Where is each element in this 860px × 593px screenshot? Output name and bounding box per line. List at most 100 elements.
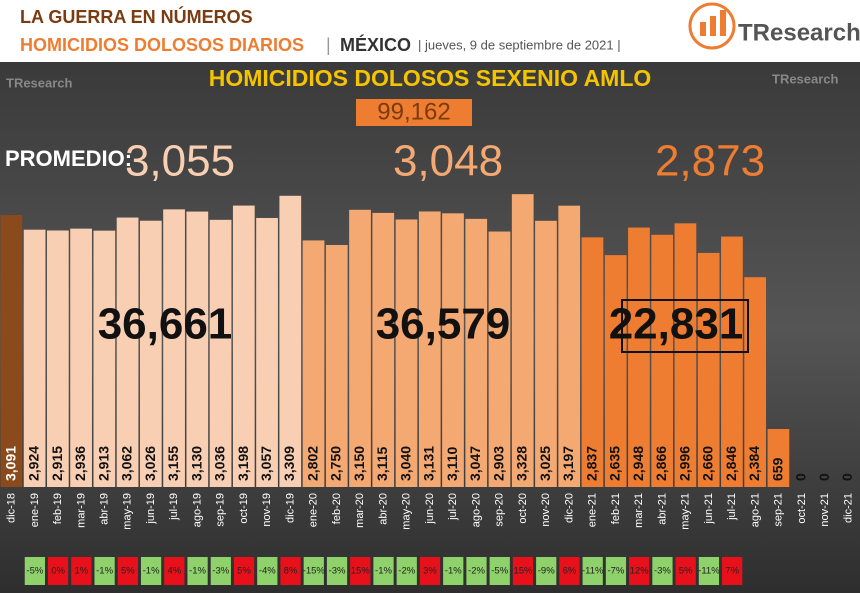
change-box — [652, 557, 673, 585]
change-box — [257, 557, 278, 585]
change-label: -11% — [582, 566, 604, 577]
change-box — [698, 557, 720, 585]
x-tick-label: ene-19 — [29, 493, 41, 527]
bar — [418, 211, 441, 488]
change-label: -3% — [212, 566, 229, 577]
value-label: 3,115 — [374, 447, 390, 481]
change-label: 8% — [284, 566, 298, 577]
value-label: 3,062 — [119, 446, 135, 481]
change-label: -4% — [259, 566, 276, 577]
average-label: PROMEDIO: — [5, 146, 132, 171]
bar — [0, 214, 23, 487]
value-label: 3,150 — [351, 446, 367, 481]
group-average: 3,048 — [393, 137, 503, 186]
value-label: 2,837 — [583, 446, 599, 481]
value-label: 3,040 — [397, 446, 413, 481]
x-tick-label: ago-19 — [191, 493, 203, 527]
bar — [465, 218, 488, 487]
bar — [535, 220, 557, 488]
bar — [744, 277, 767, 487]
x-tick-label: abr-20 — [377, 493, 389, 525]
change-box — [419, 557, 441, 585]
change-label: 12% — [630, 566, 650, 577]
value-label: 2,903 — [490, 446, 506, 481]
value-label: 0 — [793, 473, 809, 481]
total-box — [356, 99, 472, 126]
x-tick-label: ene-21 — [587, 493, 599, 527]
topic: HOMICIDIOS DOLOSOS DIARIOS — [20, 35, 304, 55]
x-tick-label: feb-20 — [331, 493, 343, 524]
change-box — [350, 557, 371, 585]
value-label: 659 — [769, 457, 785, 481]
change-box — [629, 557, 650, 585]
change-label: 15% — [351, 566, 371, 577]
bar — [511, 194, 534, 488]
bar — [186, 211, 209, 487]
change-box — [210, 557, 231, 585]
kicker: LA GUERRA EN NÚMEROS — [20, 6, 253, 27]
value-label: 2,384 — [746, 446, 762, 481]
change-label: -11% — [698, 566, 720, 577]
x-tick-label: sep-21 — [773, 493, 785, 527]
value-label: 3,110 — [444, 447, 460, 481]
x-tick-label: mar-20 — [354, 493, 366, 528]
x-tick-label: mar-21 — [633, 493, 645, 528]
bar — [651, 234, 674, 487]
change-box — [605, 557, 627, 585]
change-box — [303, 557, 324, 585]
x-tick-label: ago-20 — [470, 493, 482, 527]
bar — [163, 209, 185, 488]
bar — [349, 209, 371, 488]
bar — [697, 252, 720, 487]
value-label: 3,197 — [560, 446, 576, 481]
value-label: 2,913 — [95, 446, 111, 481]
bar — [581, 237, 604, 487]
change-label: -15% — [303, 566, 326, 577]
logo-bar — [710, 16, 716, 36]
change-box — [722, 557, 743, 585]
change-box — [164, 557, 185, 585]
value-label: 0 — [839, 473, 855, 481]
change-box — [280, 557, 301, 585]
value-label: 2,948 — [630, 446, 646, 481]
change-label: 7% — [725, 566, 739, 577]
value-label: 2,635 — [607, 446, 623, 481]
x-tick-label: nov-21 — [819, 493, 831, 527]
x-tick-label: abr-21 — [656, 493, 668, 525]
change-label: -5% — [491, 566, 508, 577]
bar — [302, 240, 325, 487]
x-tick-label: nov-19 — [261, 493, 273, 527]
value-label: 3,025 — [537, 446, 553, 481]
value-label: 3,309 — [281, 446, 297, 481]
bar — [558, 205, 581, 487]
bar — [46, 230, 69, 488]
x-tick-label: ago-21 — [749, 493, 761, 527]
change-box — [233, 557, 255, 585]
x-tick-label: jul-19 — [168, 493, 180, 521]
x-tick-label: mar-19 — [75, 493, 87, 528]
change-box — [117, 557, 138, 585]
change-label: -1% — [96, 566, 113, 577]
bar — [674, 223, 697, 488]
change-box — [396, 557, 417, 585]
change-box — [24, 557, 45, 585]
x-tick-label: ene-20 — [308, 493, 320, 527]
change-box — [140, 557, 162, 585]
change-label: -1% — [445, 566, 462, 577]
x-tick-label: feb-19 — [52, 493, 64, 524]
change-box — [71, 557, 92, 585]
value-label: 3,155 — [165, 446, 181, 481]
change-label: 5% — [121, 566, 135, 577]
bar — [767, 429, 790, 487]
bar — [139, 220, 162, 487]
logo: TResearch — [688, 2, 860, 50]
bar — [442, 213, 464, 487]
change-box — [466, 557, 487, 585]
bar — [325, 245, 348, 487]
change-label: 6% — [563, 566, 577, 577]
x-tick-label: oct-21 — [796, 493, 808, 524]
x-tick-label: dic-21 — [842, 493, 854, 523]
value-label: 3,026 — [142, 446, 158, 481]
x-tick-label: jul-20 — [447, 493, 459, 521]
